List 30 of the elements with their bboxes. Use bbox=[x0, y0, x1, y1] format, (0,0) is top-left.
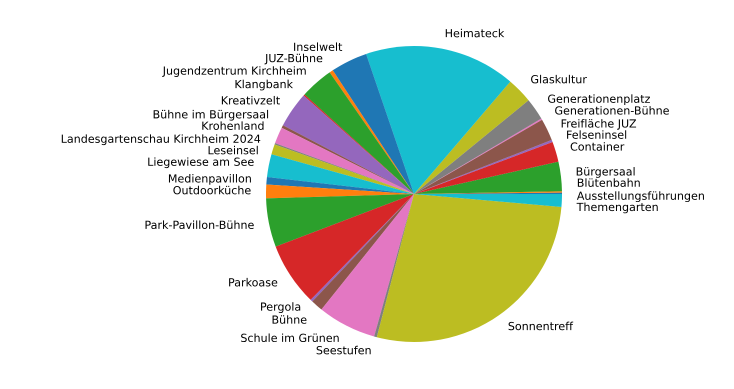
slice-label: Krohenland bbox=[202, 121, 264, 130]
slice-label: Pergola bbox=[261, 302, 300, 313]
slice-label: Parkoase bbox=[229, 278, 278, 287]
slice-label: Park-Pavillon-Bühne bbox=[146, 220, 254, 230]
slice-label: Heimateck bbox=[446, 28, 504, 38]
slice-label: Inselwelt bbox=[294, 42, 342, 52]
slice-label: Ausstellungsführungen bbox=[576, 191, 704, 202]
slice-label: Blütenbahn bbox=[578, 178, 640, 187]
slice-label: Felseninsel bbox=[567, 130, 626, 139]
slice-label: Seestufen bbox=[316, 346, 371, 354]
slice-label: Landesgartenschau Kirchheim 2024 bbox=[62, 134, 260, 146]
slice-label: Sonnentreff bbox=[508, 322, 574, 330]
slice-label: Klangbank bbox=[235, 80, 293, 90]
slice-label: Container bbox=[570, 142, 624, 151]
slice-label: Bühne bbox=[272, 315, 306, 324]
slice-label: Leseinsel bbox=[208, 146, 258, 154]
slice-label: Bürgersaal bbox=[576, 167, 635, 178]
slice-label: Jugendzentrum Kirchheim bbox=[162, 66, 306, 77]
slice-label: Schule im Grünen bbox=[241, 333, 339, 342]
slice-label: Themengarten bbox=[576, 202, 658, 214]
slice-label: Generationenplatz bbox=[548, 94, 650, 106]
slice-label: Glaskultur bbox=[531, 74, 587, 84]
slice-label: Liegewiese am See bbox=[148, 157, 254, 168]
slice-label: JUZ-Bühne bbox=[264, 54, 322, 64]
slice-label: Outdoorküche bbox=[173, 186, 251, 194]
slice-label: Medienpavillon bbox=[168, 174, 251, 185]
slice-label: Freifläche JUZ bbox=[562, 119, 636, 130]
slice-label: Bühne im Bürgersaal bbox=[154, 110, 268, 121]
slice-label: Generationen-Bühne bbox=[555, 106, 669, 115]
slice-label: Kreativzelt bbox=[222, 96, 280, 105]
